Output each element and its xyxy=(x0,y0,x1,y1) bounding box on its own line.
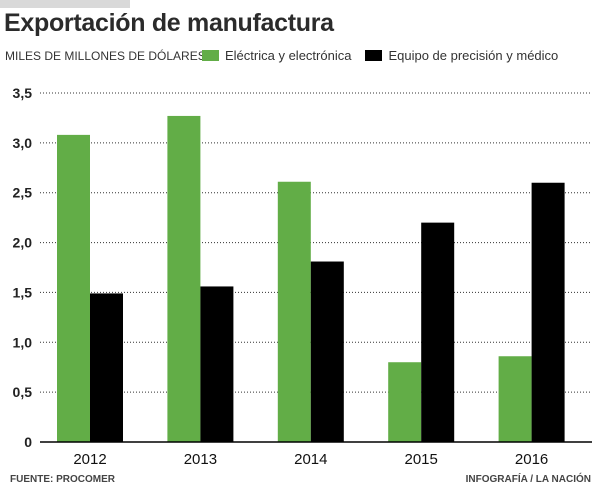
bar-precision-2015 xyxy=(421,222,455,442)
bar-precision-2012 xyxy=(90,293,123,442)
header-accent-bar xyxy=(0,0,130,8)
legend-swatch-precision xyxy=(365,50,383,61)
legend-item-electrica: Eléctrica y electrónica xyxy=(202,48,351,63)
legend-item-precision: Equipo de precisión y médico xyxy=(365,48,558,63)
x-tick-label: 2012 xyxy=(73,451,106,468)
y-tick-label: 1,5 xyxy=(13,284,33,300)
y-tick-label: 0 xyxy=(24,434,32,450)
legend-label-precision: Equipo de precisión y médico xyxy=(388,48,559,63)
bar-precision-2016 xyxy=(531,182,565,442)
credit-note: INFOGRAFÍA / LA NACIÓN xyxy=(465,474,591,485)
bar-electrica-2012 xyxy=(57,134,90,442)
bar-chart: 0 0,5 1,0 1,5 2,0 2,5 3,0 3,5 2012 2013 2014 2015 20… xyxy=(13,85,592,468)
y-tick-label: 3,5 xyxy=(13,85,33,101)
y-tick-label: 2,5 xyxy=(13,185,33,201)
x-tick-label: 2013 xyxy=(184,451,217,468)
y-tick-label: 3,0 xyxy=(13,135,33,151)
source-note: FUENTE: PROCOMER xyxy=(10,474,115,485)
unit-label: MILES DE MILLONES DE DÓLARES xyxy=(5,49,206,63)
legend-swatch-electrica xyxy=(202,50,219,61)
chart-legend: Eléctrica y electrónica Equipo de precis… xyxy=(202,48,558,63)
x-tick-label: 2016 xyxy=(515,451,548,468)
y-tick-label: 2,0 xyxy=(13,235,33,251)
bar-electrica-2013 xyxy=(167,115,201,443)
y-tick-label: 1,0 xyxy=(13,334,33,350)
bar-precision-2013 xyxy=(200,286,234,442)
bar-electrica-2015 xyxy=(388,362,422,442)
y-tick-label: 0,5 xyxy=(13,384,33,400)
chart-title: Exportación de manufactura xyxy=(4,9,334,37)
legend-label-electrica: Eléctrica y electrónica xyxy=(225,48,352,63)
x-tick-label: 2015 xyxy=(405,451,438,468)
x-tick-label: 2014 xyxy=(294,451,327,468)
bar-electrica-2016 xyxy=(498,356,532,442)
bar-precision-2014 xyxy=(310,261,344,442)
bar-electrica-2014 xyxy=(277,181,311,442)
